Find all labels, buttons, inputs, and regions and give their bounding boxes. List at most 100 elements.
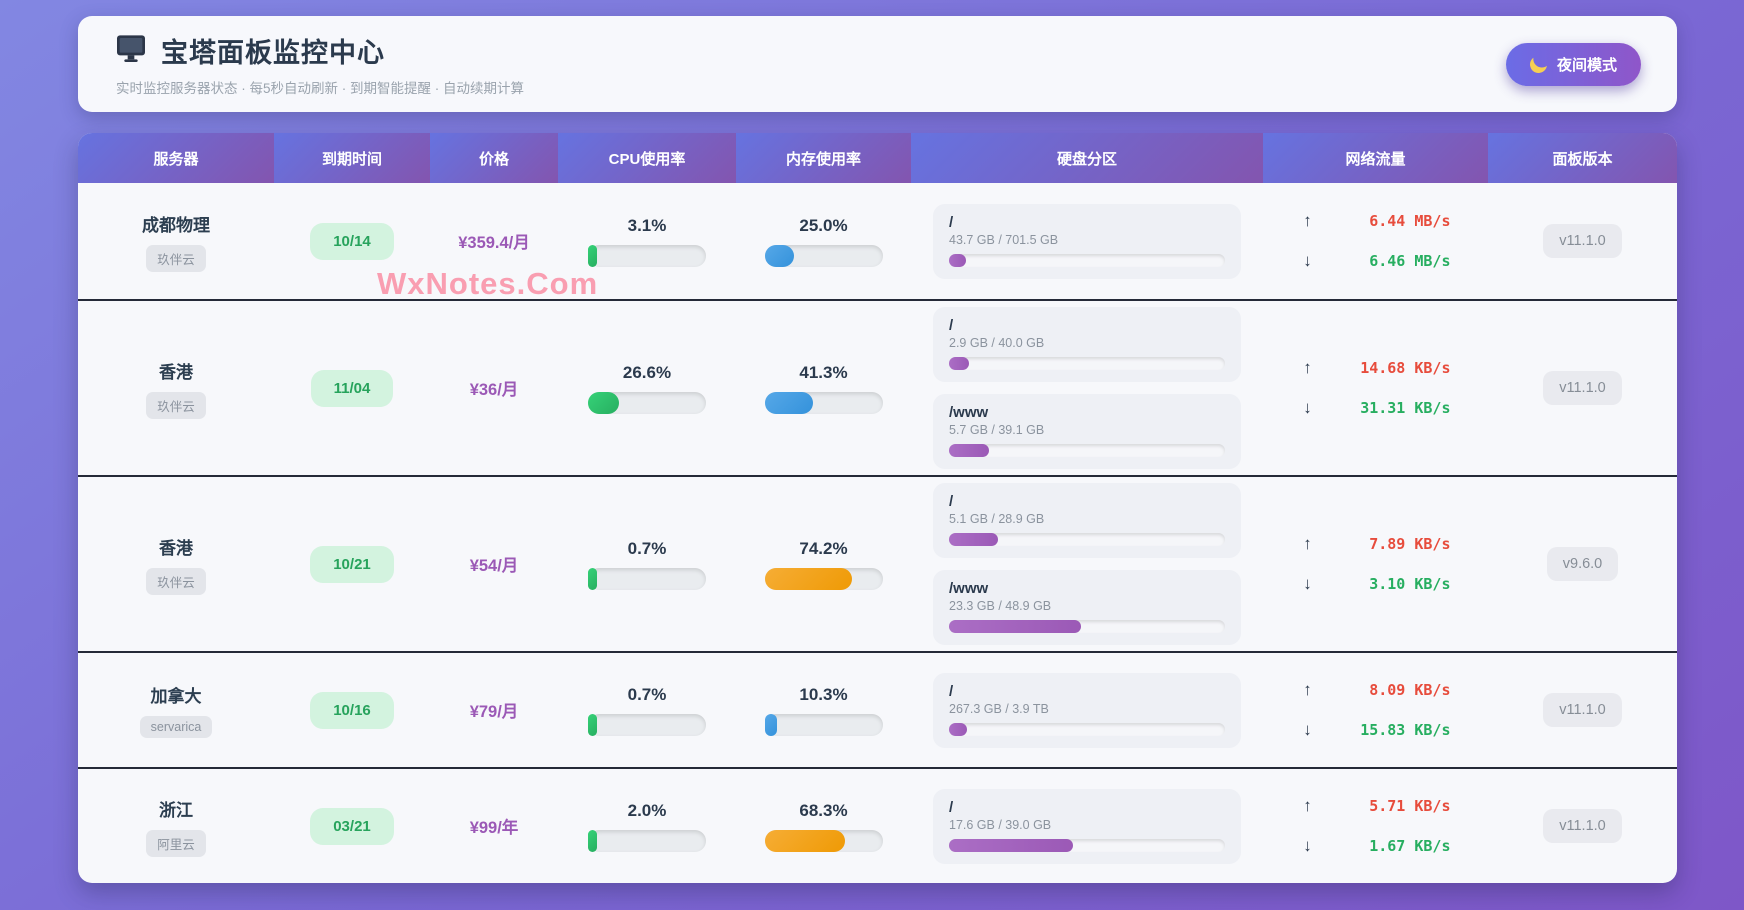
disk-usage-text: 43.7 GB / 701.5 GB	[949, 232, 1059, 247]
provider-tag: servarica	[139, 716, 213, 738]
disk-bar-fill	[949, 722, 968, 736]
expiry-cell: 11/04	[274, 369, 430, 407]
disk-list: /17.6 GB / 39.0 GB	[933, 788, 1241, 864]
upload-line: ↑ 6.44 MB/s	[1301, 211, 1451, 231]
download-arrow-icon: ↓	[1303, 720, 1312, 739]
download-speed: 31.31 KB/s	[1360, 399, 1451, 417]
cpu-bar-fill	[588, 829, 597, 852]
download-speed: 3.10 KB/s	[1369, 575, 1451, 593]
cpu-percent-label: 2.0%	[627, 800, 667, 820]
disk-usage-text: 5.1 GB / 28.9 GB	[949, 512, 1045, 526]
cpu-percent-label: 3.1%	[627, 215, 667, 235]
download-arrow-icon: ↓	[1303, 398, 1312, 417]
memory-bar-fill	[764, 713, 777, 736]
cpu-bar-fill	[588, 713, 597, 736]
cpu-bar	[588, 244, 706, 267]
cpu-bar	[588, 567, 706, 590]
disk-mount-point: /	[949, 682, 954, 700]
disk-usage-text: 5.7 GB / 39.1 GB	[949, 423, 1045, 437]
network-cell: ↑ 8.09 KB/s ↓ 15.83 KB/s	[1263, 670, 1488, 750]
disk-mount-point: /	[949, 798, 954, 816]
network-cell: ↑ 5.71 KB/s ↓ 1.67 KB/s	[1263, 786, 1488, 866]
memory-percent-label: 41.3%	[799, 362, 848, 382]
disk-list: /267.3 GB / 3.9 TB	[933, 672, 1241, 748]
disk-usage-text: 23.3 GB / 48.9 GB	[949, 599, 1052, 613]
server-name: 加拿大	[150, 687, 202, 706]
column-header: 到期时间	[274, 133, 430, 183]
column-header: 面板版本	[1488, 133, 1677, 183]
upload-speed: 6.44 MB/s	[1369, 212, 1451, 230]
column-header: CPU使用率	[558, 133, 736, 183]
page-subtitle: 实时监控服务器状态 · 每5秒自动刷新 · 到期智能提醒 · 自动续期计算	[116, 81, 524, 96]
provider-tag: 玖伴云	[146, 391, 206, 419]
server-cell: 浙江 阿里云	[78, 796, 274, 857]
disk-bar-fill	[949, 620, 1081, 633]
cpu-percent-label: 0.7%	[627, 684, 667, 704]
disk-mount-point: /	[949, 493, 954, 510]
disk-bar-fill	[949, 444, 990, 457]
upload-arrow-icon: ↑	[1303, 796, 1312, 815]
disk-bar	[949, 722, 1225, 736]
table-row: 浙江 阿里云 03/21 ¥99/年 2.0% 68.3% /17.6 GB /…	[78, 767, 1677, 883]
table-row: 香港 玖伴云 10/21 ¥54/月 0.7% 74.2% / 5.1 GB / …	[78, 475, 1677, 651]
price-cell: ¥79/月	[430, 698, 558, 722]
night-mode-button[interactable]: 夜间模式	[1505, 42, 1641, 86]
expiry-badge: 11/04	[310, 369, 394, 407]
cpu-cell: 0.7%	[558, 539, 736, 590]
server-name: 成都物理	[142, 215, 210, 235]
column-header: 硬盘分区	[911, 133, 1263, 183]
memory-bar-fill	[764, 829, 846, 852]
memory-bar	[764, 391, 883, 414]
price-label: ¥99/年	[469, 819, 519, 837]
server-table: 服务器 到期时间 价格 CPU使用率 内存使用率 硬盘分区 网络流量 面板版本 成都物理 玖伴…	[78, 133, 1677, 883]
upload-line: ↑ 14.68 KB/s	[1301, 358, 1450, 378]
download-arrow-icon: ↓	[1303, 836, 1312, 855]
memory-percent-label: 68.3%	[799, 800, 848, 820]
cpu-bar	[588, 713, 706, 736]
disk-partition: /43.7 GB / 701.5 GB	[933, 203, 1241, 279]
provider-tag: 阿里云	[146, 829, 206, 857]
upload-arrow-icon: ↑	[1303, 358, 1312, 377]
download-line: ↓ 15.83 KB/s	[1301, 720, 1450, 740]
disk-bar-fill	[949, 533, 998, 546]
cpu-cell: 26.6%	[558, 363, 736, 414]
network-cell: ↑ 14.68 KB/s ↓ 31.31 KB/s	[1263, 348, 1488, 428]
moon-icon	[1528, 53, 1550, 75]
disk-list: / 5.1 GB / 28.9 GB/www 23.3 GB / 48.9 GB	[933, 483, 1241, 645]
disk-cell: / 5.1 GB / 28.9 GB/www 23.3 GB / 48.9 GB	[911, 483, 1263, 645]
cpu-bar	[588, 829, 706, 852]
price-label: ¥359.4/月	[458, 234, 530, 252]
cpu-cell: 3.1%	[558, 216, 736, 267]
memory-percent-label: 25.0%	[799, 215, 848, 235]
memory-cell: 68.3%	[736, 801, 911, 852]
disk-partition: /17.6 GB / 39.0 GB	[933, 788, 1241, 864]
monitor-icon	[114, 32, 148, 69]
table-row: 成都物理 玖伴云 10/14 ¥359.4/月 3.1% 25.0% /43.7…	[78, 183, 1677, 299]
upload-line: ↑ 8.09 KB/s	[1301, 680, 1450, 700]
disk-mount-point: /	[949, 213, 954, 231]
disk-mount-point: /www	[949, 404, 989, 421]
version-badge: v11.1.0	[1543, 224, 1622, 258]
disk-bar	[949, 253, 1225, 267]
price-label: ¥54/月	[469, 557, 519, 575]
expiry-badge: 10/21	[310, 545, 394, 583]
network-cell: ↑ 7.89 KB/s ↓ 3.10 KB/s	[1263, 524, 1488, 604]
header-card: 宝塔面板监控中心 实时监控服务器状态 · 每5秒自动刷新 · 到期智能提醒 · …	[78, 16, 1677, 112]
memory-bar	[764, 713, 883, 736]
expiry-cell: 10/16	[274, 691, 430, 729]
download-speed: 6.46 MB/s	[1369, 252, 1451, 270]
price-cell: ¥99/年	[430, 814, 558, 838]
upload-line: ↑ 7.89 KB/s	[1301, 534, 1451, 554]
disk-usage-text: 267.3 GB / 3.9 TB	[949, 701, 1049, 716]
disk-partition: / 5.1 GB / 28.9 GB	[933, 483, 1241, 558]
disk-partition: /www 5.7 GB / 39.1 GB	[933, 394, 1241, 469]
cpu-percent-label: 0.7%	[627, 538, 667, 558]
provider-tag: 玖伴云	[146, 567, 206, 595]
upload-speed: 7.89 KB/s	[1369, 535, 1451, 553]
version-cell: v11.1.0	[1488, 224, 1677, 258]
version-cell: v11.1.0	[1488, 371, 1677, 405]
download-arrow-icon: ↓	[1303, 574, 1312, 593]
download-line: ↓ 3.10 KB/s	[1301, 574, 1451, 594]
cpu-bar	[588, 391, 706, 414]
column-header: 服务器	[78, 133, 274, 183]
